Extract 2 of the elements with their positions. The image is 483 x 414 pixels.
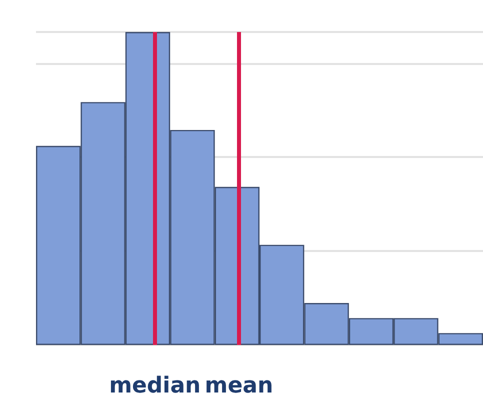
text: mean [204,374,274,398]
text: median [109,374,201,398]
